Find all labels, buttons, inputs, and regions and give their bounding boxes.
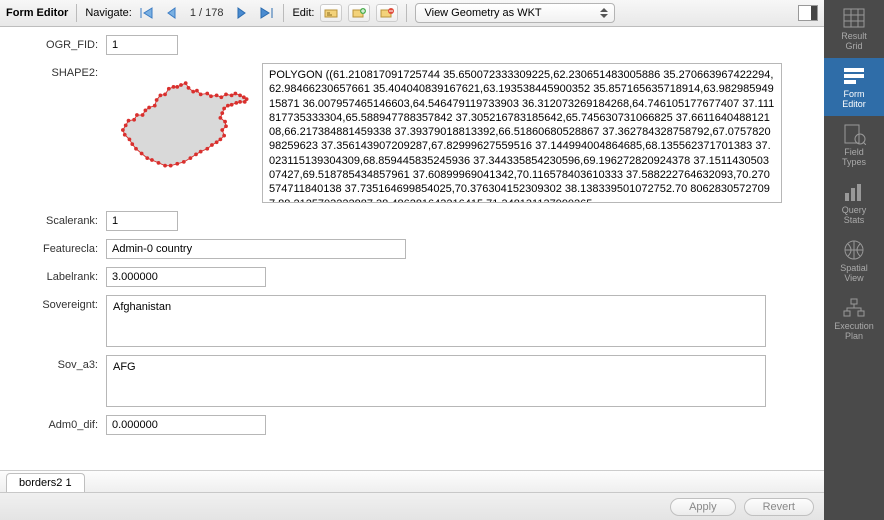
side-label: Form Editor: [842, 90, 866, 110]
side-label: Field Types: [842, 148, 866, 168]
sovereignt-label: Sovereignt:: [16, 295, 106, 311]
ogr-fid-input[interactable]: [106, 35, 178, 55]
side-form-editor[interactable]: Form Editor: [824, 58, 884, 116]
separator: [406, 4, 407, 22]
side-query-stats[interactable]: Query Stats: [824, 174, 884, 232]
form-icon: [842, 65, 866, 87]
adm0-dif-input[interactable]: [106, 415, 266, 435]
side-label: Execution Plan: [834, 322, 874, 342]
scalerank-input[interactable]: [106, 211, 178, 231]
plan-icon: [842, 297, 866, 319]
sovereignt-input[interactable]: Afghanistan: [106, 295, 766, 347]
separator: [283, 4, 284, 22]
edit-cell-icon[interactable]: [320, 4, 342, 22]
edit-label: Edit:: [292, 7, 314, 19]
delete-row-icon[interactable]: [376, 4, 398, 22]
sov-a3-input[interactable]: AFG: [106, 355, 766, 407]
nav-prev-icon[interactable]: [162, 5, 180, 21]
add-row-icon[interactable]: [348, 4, 370, 22]
wkt-textarea[interactable]: POLYGON ((61.2108170917257​44 35.6500723…: [262, 63, 782, 203]
globe-icon: [842, 239, 866, 261]
stats-icon: [842, 181, 866, 203]
sov-a3-label: Sov_a3:: [16, 355, 106, 371]
tab-borders2[interactable]: borders2 1: [6, 473, 85, 492]
side-field-types[interactable]: Field Types: [824, 116, 884, 174]
labelrank-input[interactable]: [106, 267, 266, 287]
scalerank-label: Scalerank:: [16, 211, 106, 227]
form-body: OGR_FID: SHAPE2: POLYGON ((61.2108170917…: [0, 27, 824, 470]
adm0-dif-label: Adm0_dif:: [16, 415, 106, 431]
view-geometry-dropdown[interactable]: View Geometry as WKT: [415, 3, 615, 23]
grid-icon: [842, 7, 866, 29]
side-label: Result Grid: [841, 32, 867, 52]
toolbar-title: Form Editor: [6, 7, 68, 19]
side-label: Query Stats: [842, 206, 867, 226]
side-panel: Result Grid Form Editor Field Types Quer…: [824, 0, 884, 520]
side-execution-plan[interactable]: Execution Plan: [824, 290, 884, 348]
side-result-grid[interactable]: Result Grid: [824, 0, 884, 58]
side-label: Spatial View: [840, 264, 868, 284]
navigate-label: Navigate:: [85, 7, 131, 19]
dropdown-label: View Geometry as WKT: [424, 7, 541, 19]
toolbar: Form Editor Navigate: 1 / 178 Edit:: [0, 0, 824, 27]
featurecla-label: Featurecla:: [16, 239, 106, 255]
nav-next-icon[interactable]: [233, 5, 251, 21]
nav-position: 1 / 178: [186, 7, 228, 19]
labelrank-label: Labelrank:: [16, 267, 106, 283]
field-types-icon: [842, 123, 866, 145]
side-spatial-view[interactable]: Spatial View: [824, 232, 884, 290]
shape-preview: [106, 63, 256, 193]
apply-button[interactable]: Apply: [670, 498, 736, 516]
featurecla-input[interactable]: [106, 239, 406, 259]
separator: [76, 4, 77, 22]
shape2-label: SHAPE2:: [16, 63, 106, 79]
ogr-fid-label: OGR_FID:: [16, 35, 106, 51]
panel-toggle-icon[interactable]: [798, 5, 818, 21]
bottom-tabs: borders2 1: [0, 470, 824, 492]
nav-last-icon[interactable]: [257, 5, 275, 21]
nav-first-icon[interactable]: [138, 5, 156, 21]
footer: Apply Revert: [0, 492, 824, 520]
revert-button[interactable]: Revert: [744, 498, 814, 516]
